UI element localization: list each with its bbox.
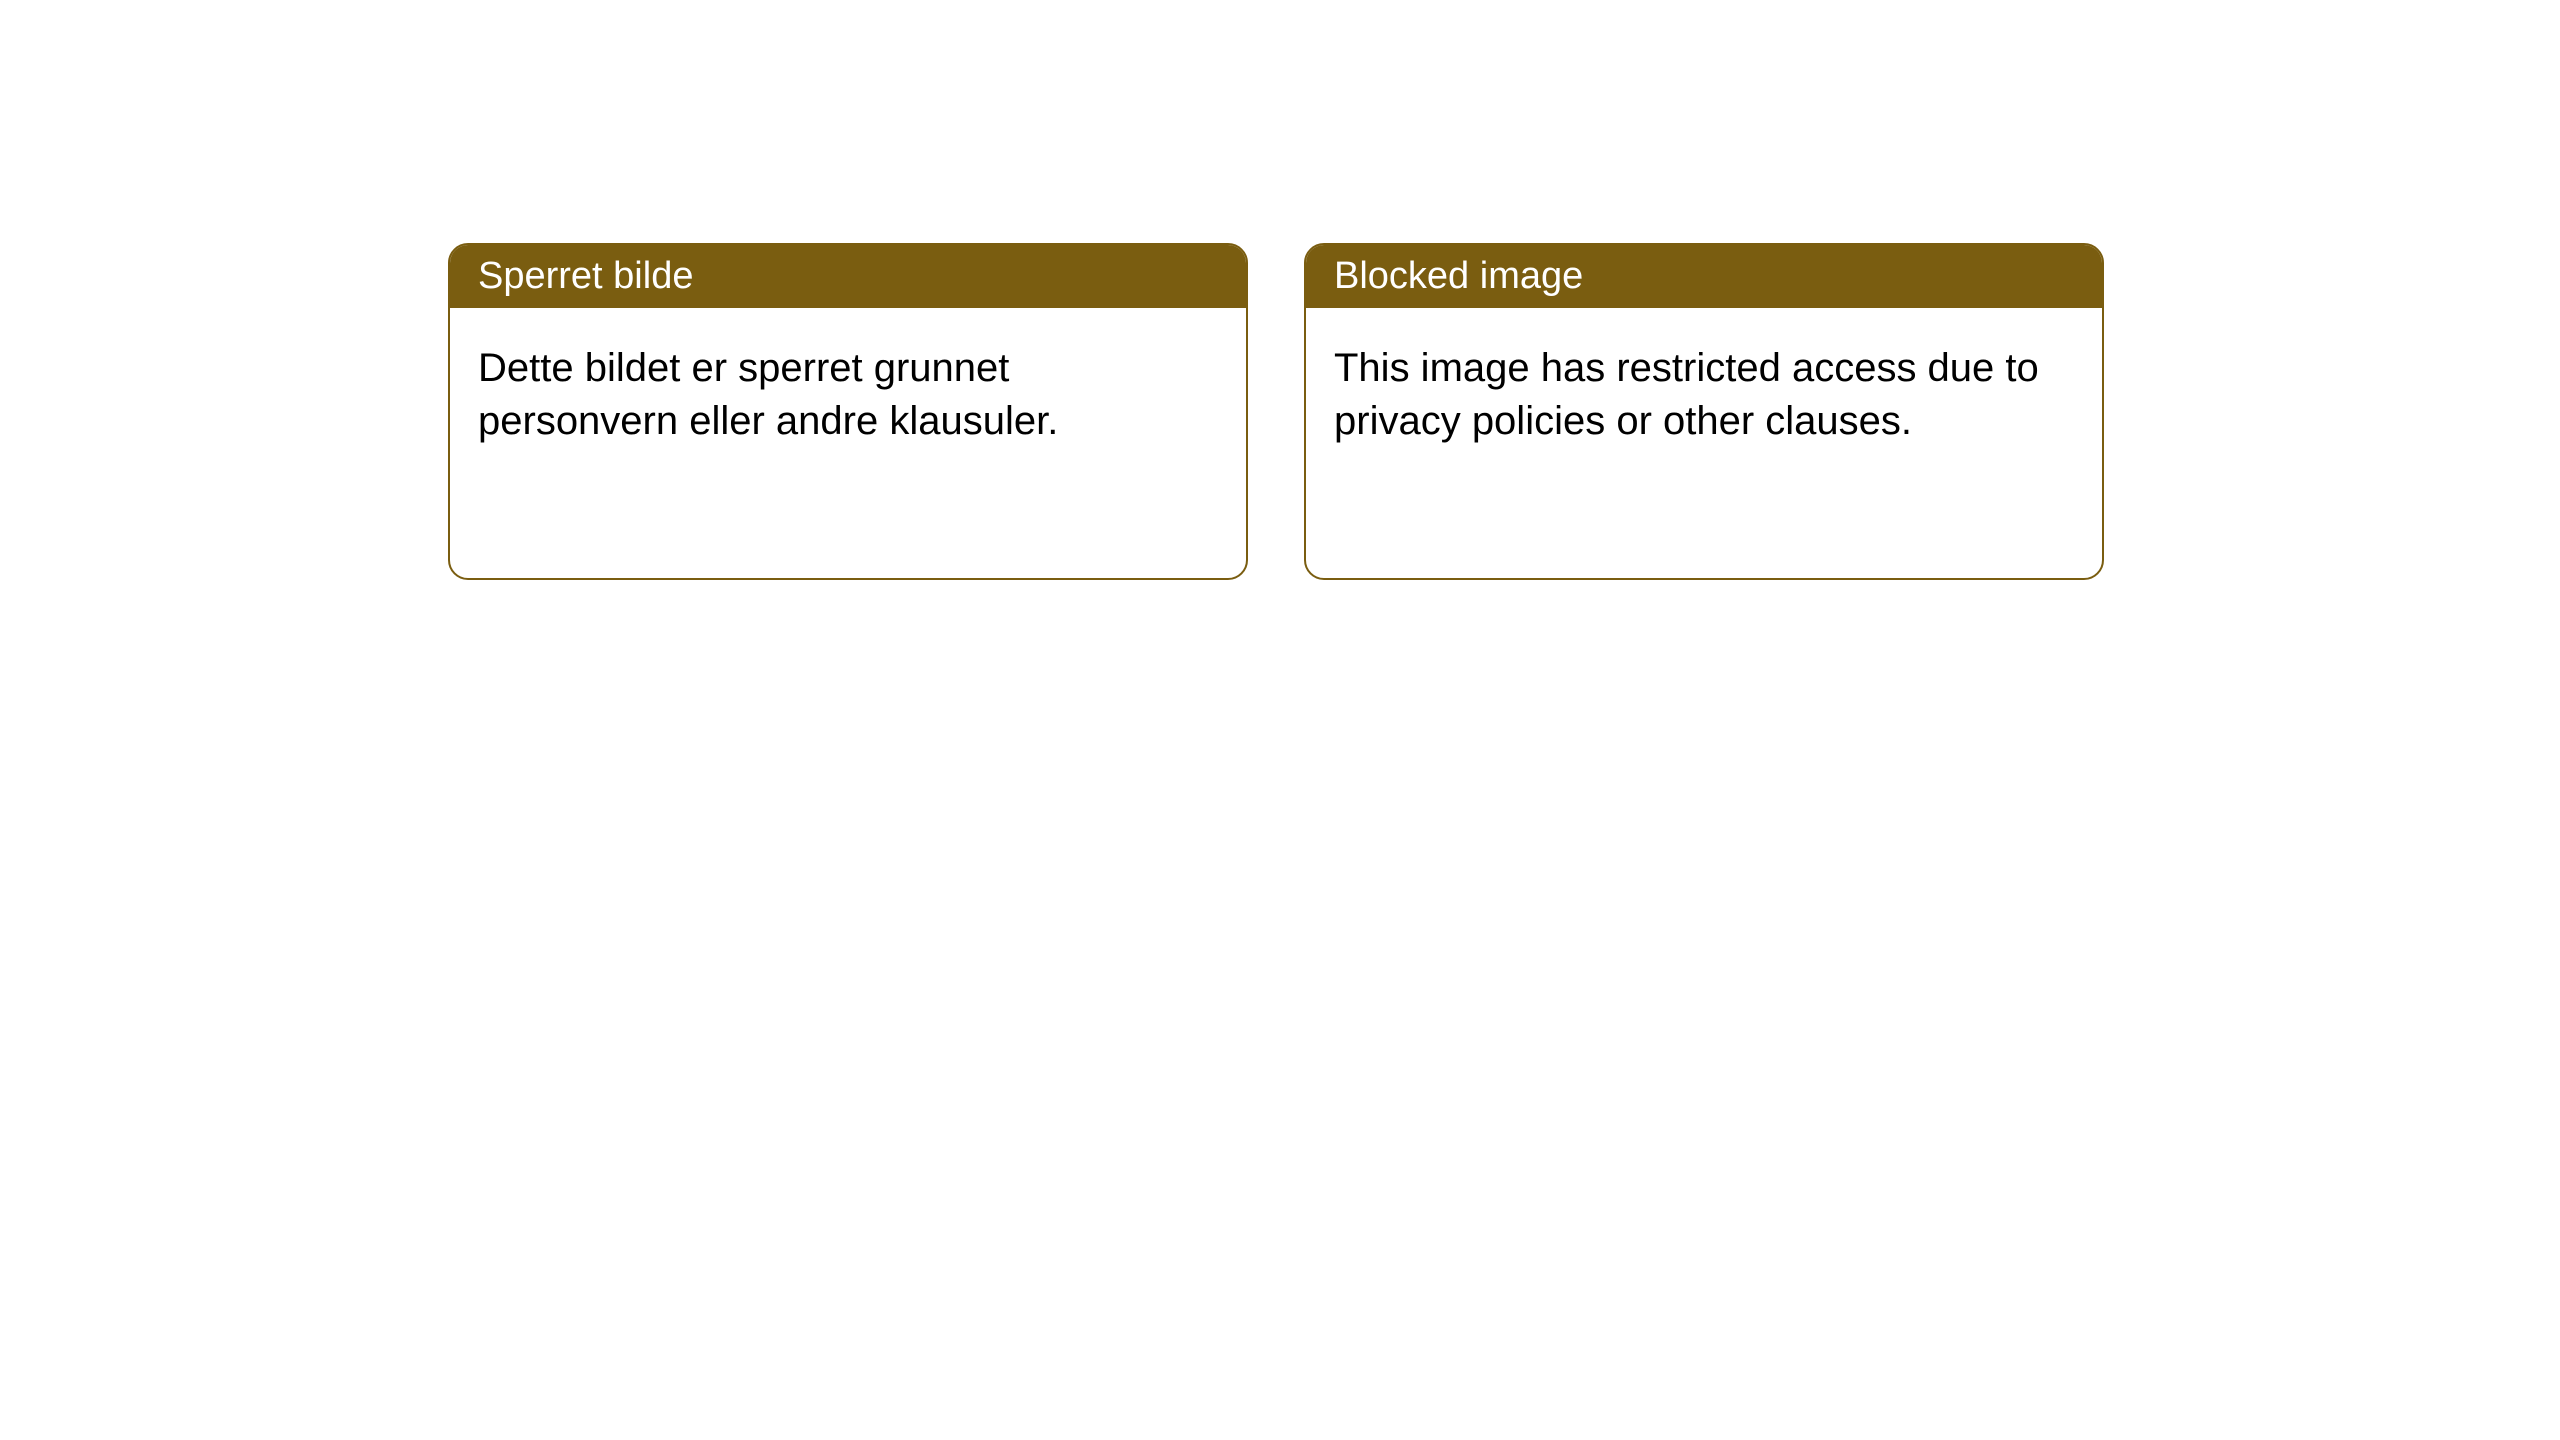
cards-container: Sperret bilde Dette bildet er sperret gr… bbox=[0, 0, 2560, 580]
card-body-text: This image has restricted access due to … bbox=[1334, 346, 2039, 443]
card-header: Sperret bilde bbox=[450, 245, 1246, 308]
card-header: Blocked image bbox=[1306, 245, 2102, 308]
notice-card-english: Blocked image This image has restricted … bbox=[1304, 243, 2104, 580]
card-body: This image has restricted access due to … bbox=[1306, 308, 2102, 578]
card-body-text: Dette bildet er sperret grunnet personve… bbox=[478, 346, 1058, 443]
card-title: Blocked image bbox=[1334, 255, 1583, 297]
card-title: Sperret bilde bbox=[478, 255, 693, 297]
notice-card-norwegian: Sperret bilde Dette bildet er sperret gr… bbox=[448, 243, 1248, 580]
card-body: Dette bildet er sperret grunnet personve… bbox=[450, 308, 1246, 578]
